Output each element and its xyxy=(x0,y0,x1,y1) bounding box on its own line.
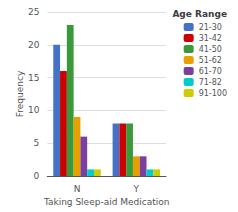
svg-text:41-50: 41-50 xyxy=(199,45,222,54)
svg-text:N: N xyxy=(74,184,81,194)
svg-text:0: 0 xyxy=(34,171,40,181)
svg-text:15: 15 xyxy=(28,73,39,83)
svg-text:5: 5 xyxy=(34,138,40,148)
svg-text:20: 20 xyxy=(28,40,40,50)
svg-text:71-82: 71-82 xyxy=(199,78,222,87)
svg-text:31-42: 31-42 xyxy=(199,34,222,43)
svg-text:91-100: 91-100 xyxy=(199,89,227,98)
svg-text:Y: Y xyxy=(133,184,140,194)
svg-text:Frequency: Frequency xyxy=(15,70,25,117)
svg-text:10: 10 xyxy=(28,105,40,115)
svg-text:21-30: 21-30 xyxy=(199,23,222,32)
svg-text:25: 25 xyxy=(28,7,39,17)
svg-text:Taking Sleep-aid Medication: Taking Sleep-aid Medication xyxy=(43,197,170,207)
svg-text:61-70: 61-70 xyxy=(199,67,222,76)
svg-text:51-62: 51-62 xyxy=(199,56,222,65)
svg-text:Age Range: Age Range xyxy=(172,9,227,19)
